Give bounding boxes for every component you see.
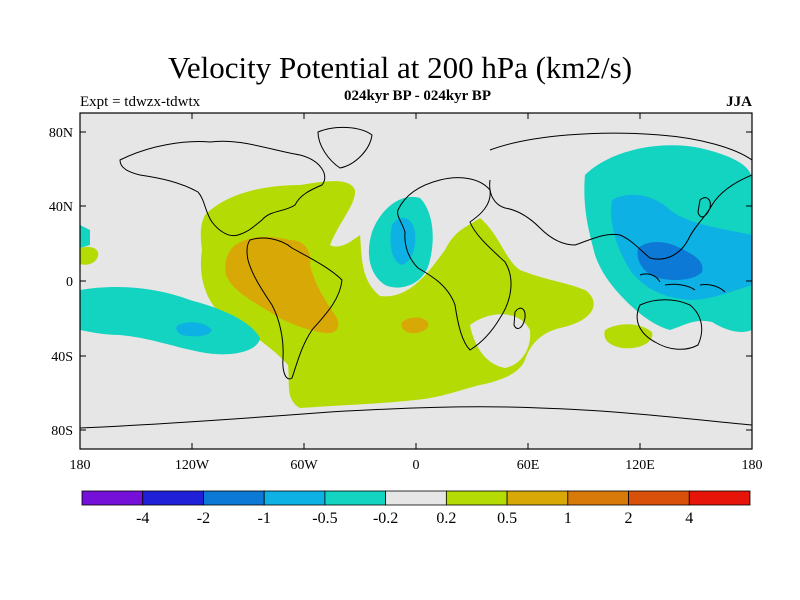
colorbar-label: -0.2 bbox=[373, 510, 398, 527]
lat-tick-40n: 40N bbox=[49, 200, 73, 215]
negative-core-atlantic bbox=[390, 217, 416, 265]
coastlines bbox=[80, 127, 752, 429]
colorbar-swatch bbox=[81, 490, 144, 506]
experiment-label: Expt = tdwzx-tdwtx bbox=[80, 94, 201, 110]
colorbar-label: 1 bbox=[564, 510, 572, 527]
negative-core-south-pacific bbox=[176, 322, 212, 337]
map-subtitle: 024kyr BP - 024kyr BP bbox=[344, 88, 491, 104]
colorbar-label: 0.2 bbox=[436, 510, 456, 527]
lon-tick-60w: 60W bbox=[290, 458, 318, 473]
colorbar-swatch bbox=[203, 490, 265, 506]
negative-region-south-pacific bbox=[80, 287, 260, 355]
colorbar-swatch bbox=[567, 490, 629, 506]
lat-tick-40s: 40S bbox=[51, 350, 73, 365]
colorbar-swatch bbox=[324, 490, 387, 506]
colorbar-swatch bbox=[385, 490, 447, 506]
colorbar-label: -2 bbox=[197, 510, 210, 527]
positive-region-australia bbox=[604, 324, 653, 349]
colorbar-label: 0.5 bbox=[497, 510, 517, 527]
lon-tick-0: 0 bbox=[413, 458, 420, 473]
strong-positive-region-south-america bbox=[225, 236, 339, 334]
lon-tick-180-left: 180 bbox=[70, 458, 91, 473]
lat-tick-80s: 80S bbox=[51, 424, 73, 439]
lat-tick-0: 0 bbox=[66, 275, 73, 290]
colorbar-label: -1 bbox=[258, 510, 271, 527]
negative-peak-asia bbox=[637, 242, 703, 280]
colorbar-swatch bbox=[142, 490, 204, 506]
colorbar-swatch bbox=[263, 490, 326, 506]
longitude-axis bbox=[191, 113, 641, 449]
colorbar-label: -0.5 bbox=[312, 510, 337, 527]
strong-positive-patch-atlantic bbox=[401, 317, 429, 334]
colorbar: -4 -2 -1 -0.5 -0.2 0.2 0.5 1 2 4 bbox=[81, 490, 751, 527]
latitude-axis bbox=[80, 131, 752, 431]
positive-region-pacific-west bbox=[80, 246, 99, 265]
colorbar-label: -4 bbox=[136, 510, 149, 527]
colorbar-swatch bbox=[628, 490, 690, 506]
season-label: JJA bbox=[726, 94, 752, 110]
colorbar-swatch bbox=[688, 490, 751, 506]
colorbar-swatch bbox=[445, 490, 508, 506]
lon-tick-120w: 120W bbox=[175, 458, 210, 473]
lon-tick-120e: 120E bbox=[625, 458, 655, 473]
lat-tick-80n: 80N bbox=[49, 126, 73, 141]
negative-region-pacific-east bbox=[80, 225, 90, 248]
lon-tick-180-right: 180 bbox=[742, 458, 763, 473]
colorbar-swatch bbox=[506, 490, 569, 506]
lon-tick-60e: 60E bbox=[517, 458, 540, 473]
map-title: Velocity Potential at 200 hPa (km2/s) bbox=[167, 50, 633, 85]
colorbar-label: 2 bbox=[625, 510, 633, 527]
colorbar-label: 4 bbox=[685, 510, 693, 527]
